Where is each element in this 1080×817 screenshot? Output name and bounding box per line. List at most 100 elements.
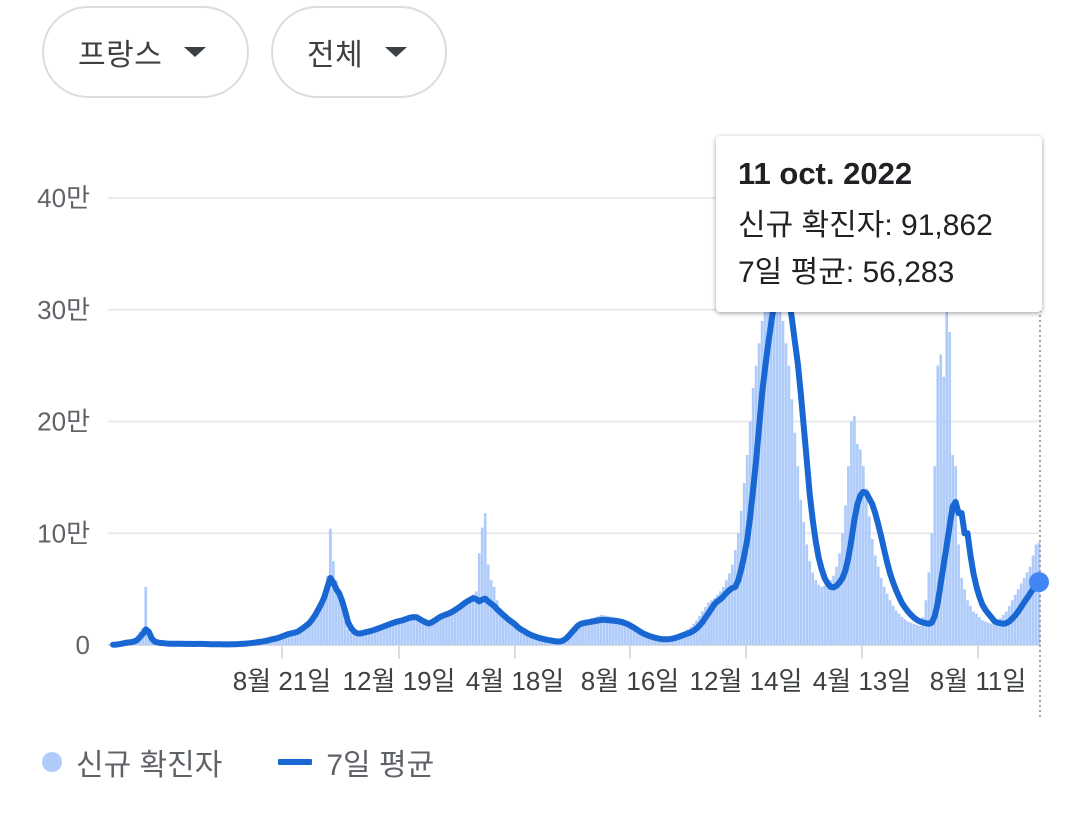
country-filter-chip[interactable]: 프랑스 (42, 6, 249, 98)
case-bar (361, 632, 365, 645)
case-bar (1019, 583, 1023, 645)
case-bar (653, 638, 657, 645)
legend-item-average[interactable]: 7일 평균 (278, 740, 434, 784)
case-bar (415, 617, 419, 645)
x-tick-label: 8월 21일 (233, 666, 331, 696)
case-bar (796, 466, 800, 645)
case-bar (766, 276, 770, 645)
case-bar (981, 620, 984, 645)
case-bar (823, 585, 826, 645)
case-bar (364, 631, 368, 645)
case-bar (492, 586, 496, 645)
case-bar (891, 605, 895, 645)
case-bar (614, 617, 618, 645)
case-bar (451, 611, 454, 645)
case-bar (945, 309, 949, 645)
case-bar (1022, 577, 1026, 645)
legend-dot-icon (42, 752, 62, 772)
case-bar (317, 608, 320, 645)
case-bar (1037, 542, 1041, 645)
case-bar (626, 622, 630, 645)
case-bar (1034, 544, 1038, 645)
case-bar (602, 615, 606, 645)
case-bar (754, 365, 758, 645)
highlight-point[interactable] (1029, 572, 1049, 593)
case-bar (716, 594, 719, 645)
case-bar (355, 635, 359, 645)
case-bar (760, 320, 764, 645)
case-bar (454, 609, 457, 645)
case-bar (605, 615, 609, 645)
case-bar (975, 613, 978, 645)
case-bar (954, 466, 957, 645)
case-bar (343, 620, 347, 645)
case-bar (730, 564, 734, 645)
x-tick-label: 12월 19일 (343, 666, 456, 696)
case-bar (373, 629, 377, 645)
case-bar (397, 620, 401, 645)
case-bar (829, 580, 832, 645)
case-bar (382, 626, 386, 645)
case-bar (942, 376, 946, 645)
case-bar (150, 641, 154, 645)
tooltip-average: 7일 평균: 56,283 (738, 256, 955, 289)
legend-item-new-cases[interactable]: 신규 확진자 (42, 740, 222, 784)
case-bar (608, 616, 612, 645)
case-bar (894, 610, 898, 645)
tooltip-average-value: 56,283 (862, 256, 955, 289)
case-bar (701, 611, 704, 645)
case-bar (692, 623, 695, 645)
tooltip-new-cases: 신규 확진자: 91,862 (738, 209, 993, 242)
case-bar (576, 624, 579, 645)
case-bar (409, 617, 413, 645)
case-bar (385, 624, 389, 645)
case-bar (483, 513, 487, 645)
case-bar (775, 276, 779, 645)
case-bar (314, 613, 317, 645)
case-bar (832, 575, 835, 645)
case-bar (635, 629, 639, 645)
case-bar (370, 630, 374, 645)
case-bar (334, 580, 338, 645)
case-bar (784, 343, 788, 645)
case-bar (781, 320, 785, 645)
case-bar (531, 636, 535, 645)
case-bar (713, 598, 716, 645)
case-bar (710, 600, 713, 645)
y-tick-label: 10만 (37, 518, 90, 548)
case-bar (400, 620, 404, 645)
case-bar (585, 620, 588, 645)
chart-legend: 신규 확진자 7일 평균 (42, 740, 490, 784)
case-bar (826, 583, 829, 645)
range-filter-chip[interactable]: 전체 (271, 6, 447, 98)
case-bar (418, 619, 422, 645)
case-bar (468, 598, 472, 645)
case-bar (698, 615, 701, 645)
case-bar (346, 629, 350, 645)
legend-label-new-cases: 신규 확진자 (76, 749, 223, 782)
case-bar (302, 627, 305, 645)
case-bar (888, 600, 892, 645)
case-bar (978, 617, 981, 645)
case-bar (867, 516, 871, 645)
case-bar (480, 527, 484, 645)
case-bar (861, 466, 865, 645)
case-bar (647, 637, 651, 645)
case-bar (1028, 566, 1032, 645)
case-bar (501, 613, 505, 645)
case-bar (498, 609, 502, 645)
case-bar (808, 561, 812, 645)
case-bar (948, 332, 952, 645)
case-bar (394, 621, 398, 645)
case-bar (308, 622, 311, 645)
case-bar (915, 624, 919, 645)
case-bar (311, 618, 314, 645)
case-bar (582, 621, 585, 645)
case-bar (885, 593, 889, 645)
case-bar (906, 621, 910, 645)
case-bar (990, 623, 993, 645)
case-bar (876, 566, 880, 645)
case-bar (930, 533, 934, 645)
case-bar (722, 586, 725, 645)
